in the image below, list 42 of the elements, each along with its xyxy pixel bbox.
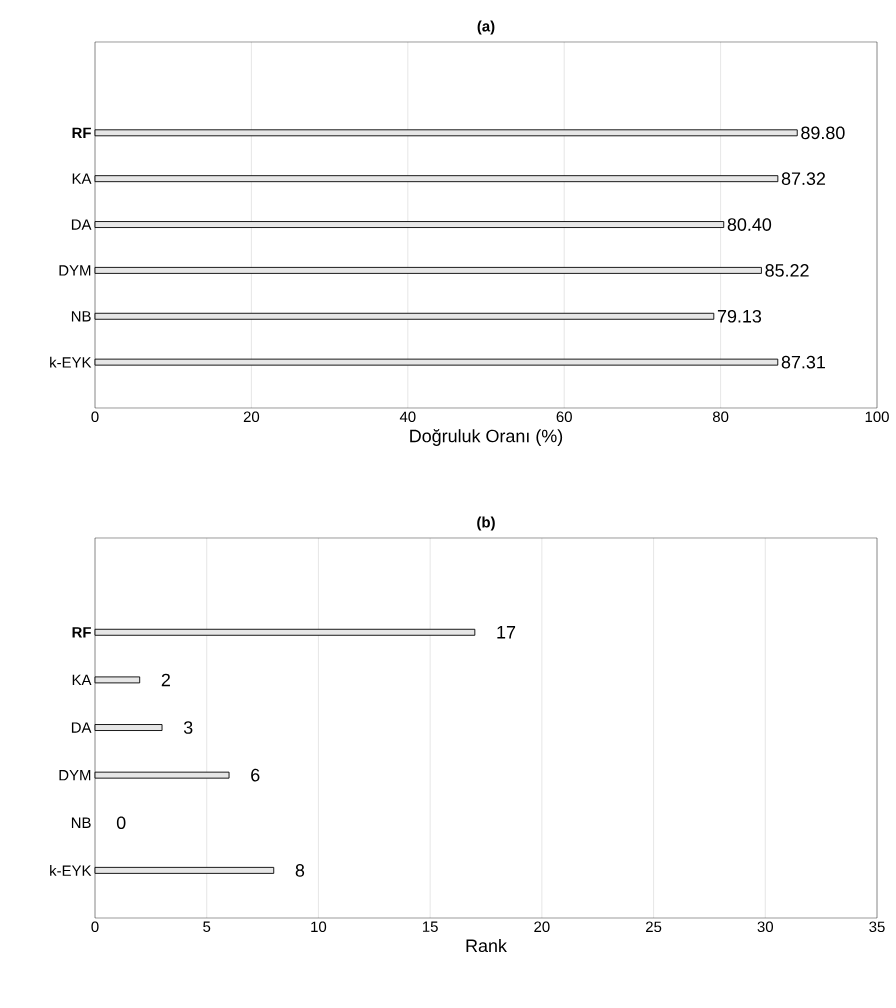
x-tick-label: 35 (869, 921, 885, 933)
chart-title: (b) (477, 516, 495, 531)
x-tick-label: 15 (422, 921, 438, 932)
x-tick-label: 0 (91, 411, 99, 423)
x-tick-label: 100 (865, 411, 889, 423)
x-axis-title: Rank (466, 938, 507, 953)
y-tick-label: KA (72, 173, 92, 184)
x-tick-label: 30 (757, 921, 774, 933)
x-tick-label: 0 (91, 921, 99, 933)
x-tick-label: 80 (712, 411, 729, 423)
data-label: 8 (295, 864, 305, 877)
data-label: 80.40 (727, 218, 772, 231)
y-tick-label: RF (72, 127, 91, 138)
data-label: 79.13 (717, 309, 762, 323)
y-tick-label: DA (71, 722, 92, 733)
x-tick-label: 5 (203, 921, 211, 932)
y-tick-label: DYM (59, 770, 91, 781)
data-label: 87.32 (781, 172, 826, 186)
data-label: 2 (161, 673, 170, 687)
y-tick-label: k-EYK (50, 864, 92, 876)
y-tick-label: k-EYK (50, 356, 92, 368)
data-label: 17 (497, 626, 516, 639)
data-label: 85.22 (765, 264, 809, 277)
y-tick-label: NB (71, 311, 91, 322)
y-tick-label: KA (72, 674, 92, 686)
data-label: 6 (251, 768, 260, 782)
data-label: 0 (116, 816, 126, 830)
y-tick-label: DYM (59, 265, 91, 276)
x-tick-label: 40 (399, 411, 416, 423)
y-tick-label: NB (71, 817, 91, 828)
y-tick-label: RF (72, 627, 91, 638)
x-tick-label: 60 (556, 411, 572, 423)
data-label: 87.31 (781, 355, 825, 369)
data-label: 3 (183, 721, 193, 734)
data-label: 89.80 (801, 126, 845, 140)
chart-title: (a) (477, 20, 495, 35)
y-tick-label: DA (71, 219, 92, 230)
x-axis-title: Doğruluk Oranı (%) (410, 428, 563, 446)
x-tick-label: 20 (243, 411, 260, 423)
x-tick-label: 25 (646, 921, 662, 933)
x-tick-label: 10 (311, 921, 327, 933)
x-tick-label: 20 (534, 921, 550, 933)
